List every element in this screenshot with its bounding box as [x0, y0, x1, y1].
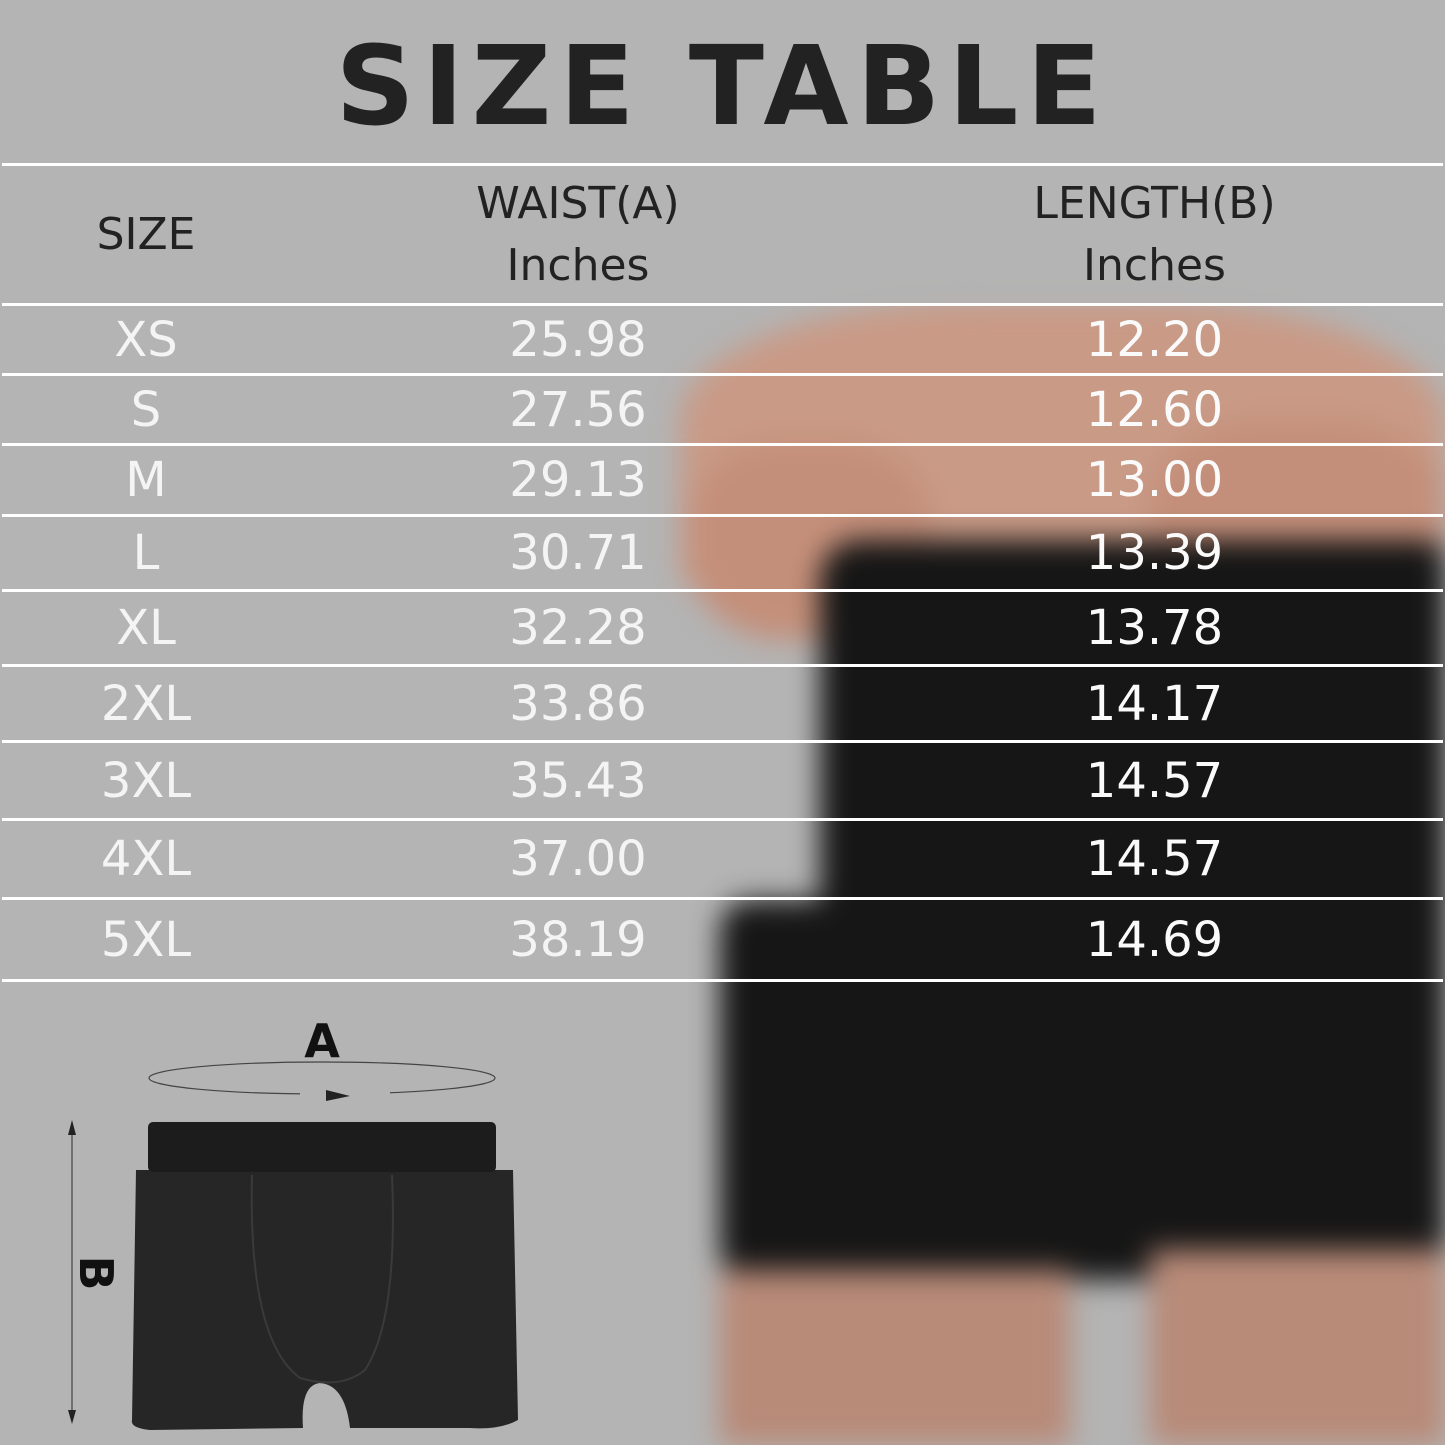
cell-length: 12.20: [1085, 311, 1224, 368]
label-b: B: [69, 1255, 123, 1290]
boxer-briefs-image: [131, 1122, 518, 1430]
table-row: 5XL 38.19 14.69: [2, 900, 1443, 982]
table-row: XS 25.98 12.20: [2, 306, 1443, 376]
table-row: 2XL 33.86 14.17: [2, 667, 1443, 743]
header-length: LENGTH(B): [1033, 177, 1276, 229]
cell-waist: 38.19: [509, 911, 647, 968]
cell-size: 5XL: [100, 911, 192, 968]
cell-waist: 29.13: [509, 452, 647, 508]
cell-waist: 35.43: [509, 752, 647, 809]
cell-length: 14.57: [1085, 752, 1224, 809]
cell-length: 14.57: [1085, 831, 1224, 887]
cell-length: 13.78: [1085, 600, 1224, 656]
cell-length: 13.00: [1085, 452, 1224, 508]
header-waist: WAIST(A): [476, 177, 680, 229]
arrow-right-icon: [326, 1090, 350, 1101]
table-row: 4XL 37.00 14.57: [2, 821, 1443, 900]
cell-waist: 32.28: [509, 600, 647, 656]
cell-length: 14.69: [1085, 911, 1224, 968]
cell-length: 14.17: [1085, 675, 1224, 732]
cell-waist: 30.71: [509, 525, 647, 581]
table-header: SIZE WAIST(A) Inches LENGTH(B) Inches: [2, 166, 1443, 306]
cell-size: XL: [116, 600, 176, 656]
cell-size: 4XL: [100, 831, 192, 887]
measurement-diagram: A B: [68, 1014, 518, 1430]
label-a: A: [304, 1014, 340, 1068]
header-waist-unit: Inches: [506, 239, 650, 291]
cell-size: 3XL: [100, 752, 192, 809]
size-table: SIZE WAIST(A) Inches LENGTH(B) Inches XS 25…: [2, 163, 1443, 982]
table-row: L 30.71 13.39: [2, 517, 1443, 592]
table-row: M 29.13 13.00: [2, 446, 1443, 517]
table-row: 3XL 35.43 14.57: [2, 743, 1443, 821]
cell-waist: 33.86: [509, 675, 647, 732]
table-row: S 27.56 12.60: [2, 376, 1443, 446]
cell-size: XS: [114, 311, 178, 368]
cell-waist: 27.56: [509, 381, 647, 438]
cell-size: S: [130, 381, 162, 438]
cell-length: 13.39: [1085, 525, 1224, 581]
cell-length: 12.60: [1085, 381, 1224, 438]
header-length-unit: Inches: [1083, 239, 1226, 291]
cell-size: L: [132, 525, 160, 581]
table-row: XL 32.28 13.78: [2, 592, 1443, 667]
cell-size: 2XL: [100, 675, 192, 732]
cell-waist: 37.00: [509, 831, 647, 887]
cell-waist: 25.98: [509, 311, 647, 368]
cell-size: M: [125, 452, 167, 508]
header-size: SIZE: [96, 208, 196, 260]
page-title: SIZE TABLE: [335, 22, 1110, 150]
